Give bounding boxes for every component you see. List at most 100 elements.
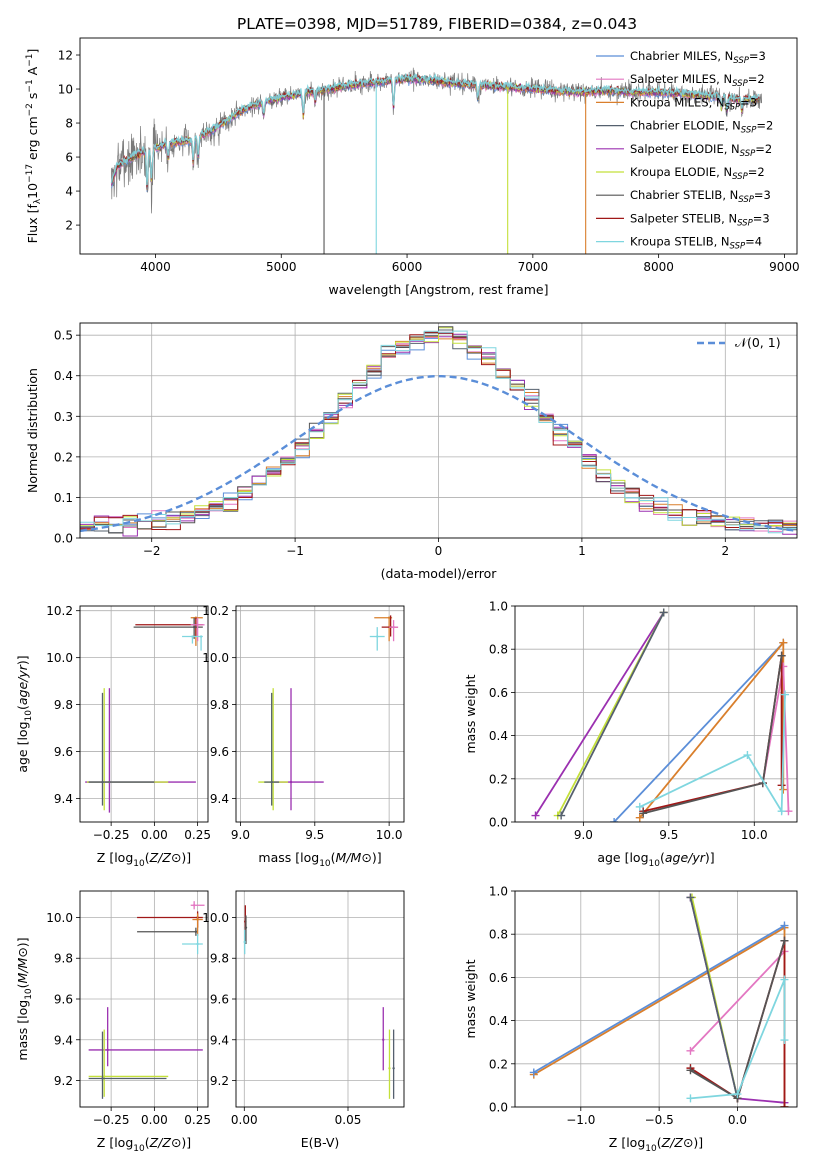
marker [196, 623, 199, 626]
marker [192, 625, 196, 629]
plot-area [236, 891, 404, 1107]
y-tick-label: 12 [58, 49, 73, 63]
x-tick-label: 0.0 [728, 1113, 747, 1127]
x-tick-label: −0.5 [645, 1113, 674, 1127]
plus-marker [779, 785, 788, 794]
panel-mass-vs-Z: −0.25 0.00 0.25 9.2 9.4 9.6 9.8 10.0 Z [log10(Z/… [15, 890, 211, 1154]
y-tick-label: 0.0 [489, 816, 508, 830]
plus-marker [639, 809, 648, 818]
plus-marker [784, 807, 793, 816]
residual-histogram-step [80, 326, 797, 534]
y-tick-label: 9.8 [210, 952, 229, 966]
weight-series-line [560, 612, 665, 816]
x-tick-label: 4000 [140, 260, 171, 274]
x-tick-label: 1 [578, 544, 586, 558]
x-tick-label: 0 [435, 544, 443, 558]
y-tick-label: 4 [65, 185, 73, 199]
data-point [133, 617, 203, 639]
x-axis-label: age [log10(age/yr)] [597, 850, 714, 869]
y-tick-label: 9.4 [210, 792, 229, 806]
y-tick-label: 10 [58, 83, 73, 97]
panel-mass-weight-vs-Z: −1.0 −0.5 0.0 0.0 0.2 0.4 0.6 0.8 1.0 Z [log10(Z/… [463, 885, 798, 1154]
model-spectrum-line [110, 72, 760, 186]
axes-frame [235, 605, 405, 823]
legend-label: Chabrier ELODIE, NSSP=2 [630, 119, 773, 136]
x-axis-label: (data-model)/error [381, 566, 498, 581]
plot-area [110, 67, 763, 254]
y-tick-label: 1.0 [489, 885, 508, 899]
x-tick-label: −2 [143, 544, 161, 558]
marker [194, 930, 198, 933]
x-tick-label: 9.5 [305, 828, 324, 842]
axes-frame [79, 322, 798, 539]
plot-area [515, 891, 797, 1107]
y-tick-label: 2 [65, 219, 73, 233]
y-tick-label: 6 [65, 151, 73, 165]
y-tick-label: 0.1 [54, 491, 73, 505]
y-tick-label: 9.8 [54, 952, 73, 966]
y-tick-label: 10.0 [202, 651, 229, 665]
marker [101, 1077, 104, 1080]
weight-series-line [533, 924, 785, 1074]
marker [243, 940, 246, 944]
y-tick-label: 0.5 [54, 329, 73, 343]
y-tick-label: 0.3 [54, 410, 73, 424]
marker [382, 1038, 385, 1041]
y-tick-label: 0.4 [54, 369, 73, 383]
y-tick-label: 9.4 [54, 1033, 73, 1047]
legend-label: Chabrier MILES, NSSP=3 [630, 49, 766, 66]
legend-label: Kroupa ELODIE, NSSP=2 [630, 165, 765, 182]
y-tick-label: 1.0 [489, 600, 508, 614]
x-tick-label: 8000 [643, 260, 674, 274]
data-point [389, 620, 399, 642]
x-tick-label: 9.0 [574, 828, 593, 842]
y-tick-label: 0.2 [489, 772, 508, 786]
y-tick-label: 8 [65, 117, 73, 131]
y-tick-label: 10.2 [202, 604, 229, 618]
marker [392, 1067, 395, 1070]
plus-marker [686, 1066, 695, 1075]
plus-marker [686, 1094, 695, 1103]
y-tick-label: 0.8 [489, 928, 508, 942]
y-tick-label: 0.6 [489, 971, 508, 985]
marker [392, 625, 395, 629]
residual-histogram-step [80, 327, 797, 530]
marker [387, 616, 391, 619]
x-tick-label: 0.00 [141, 828, 168, 842]
y-tick-label: 9.6 [210, 993, 229, 1007]
marker [106, 1048, 109, 1052]
marker [191, 635, 194, 638]
plus-marker [781, 690, 790, 699]
y-axis-label: mass [log10(M/M⊙)] [15, 937, 34, 1060]
panel-mass-weight-vs-age: 9.0 9.5 10.0 0.0 0.2 0.4 0.6 0.8 1.0 age [log10(a… [463, 600, 798, 869]
marker [376, 635, 379, 638]
data-point [382, 1007, 385, 1071]
y-tick-label: 9.6 [54, 993, 73, 1007]
weight-series-line [642, 655, 783, 815]
marker [196, 942, 199, 946]
plus-marker [635, 802, 644, 811]
y-tick-label: 10.0 [46, 651, 73, 665]
weight-series-line [534, 612, 665, 816]
data-point [182, 933, 203, 955]
data-point [243, 929, 246, 955]
weight-series-line [689, 950, 786, 1052]
y-tick-label: 0.4 [489, 729, 508, 743]
plus-marker [531, 811, 540, 820]
legend-label: Salpeter ELODIE, NSSP=2 [630, 142, 772, 159]
y-tick-label: 0.0 [54, 532, 73, 546]
data-point [137, 927, 198, 936]
x-tick-label: 0.05 [335, 1113, 362, 1127]
x-axis-label: mass [log10(M/M⊙)] [258, 850, 381, 869]
x-tick-label: 6000 [392, 260, 423, 274]
x-tick-label: 9000 [769, 260, 800, 274]
data-point [199, 635, 203, 651]
x-axis-label: Z [log10(Z/Z⊙)] [97, 850, 191, 869]
plus-marker [779, 638, 788, 647]
marker [244, 926, 248, 929]
x-tick-label: 2 [721, 544, 729, 558]
data-point [244, 915, 248, 944]
data-point [88, 1007, 203, 1067]
legend-label: Salpeter STELIB, NSSP=3 [630, 211, 770, 228]
